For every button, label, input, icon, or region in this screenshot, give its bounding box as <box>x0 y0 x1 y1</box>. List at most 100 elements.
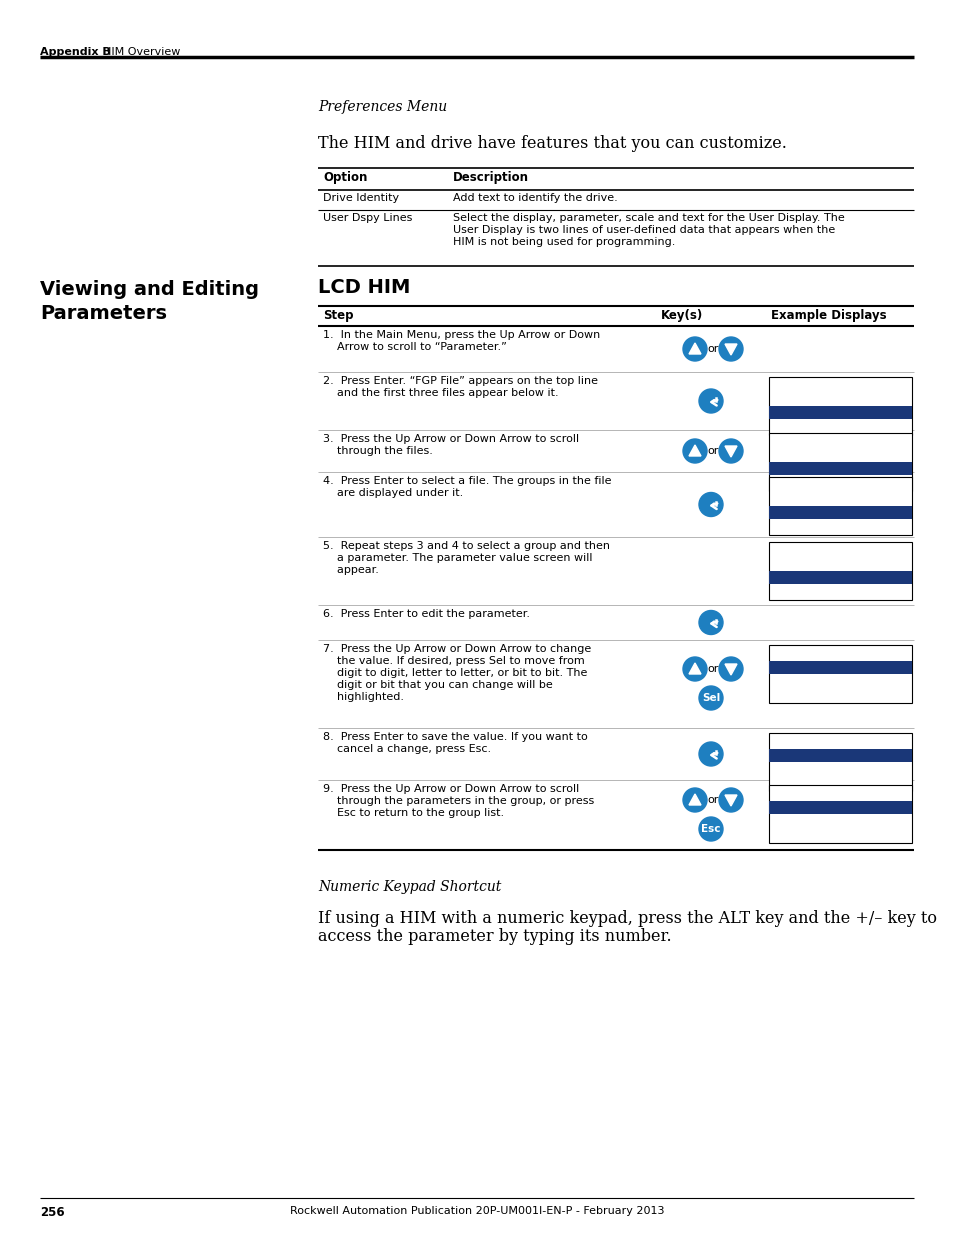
Text: Key(s): Key(s) <box>660 309 702 322</box>
Text: Field Mode Sel: Field Mode Sel <box>770 585 843 594</box>
Text: 5.  Repeat steps 3 and 4 to select a group and then: 5. Repeat steps 3 and 4 to select a grou… <box>323 541 609 551</box>
Text: Parameters: Parameters <box>40 304 167 324</box>
Text: Motor Control: Motor Control <box>770 408 839 416</box>
Text: User Dspy Lines: User Dspy Lines <box>323 212 412 224</box>
Text: Arrow to scroll to “Parameter.”: Arrow to scroll to “Parameter.” <box>323 342 506 352</box>
Text: If using a HIM with a numeric keypad, press the ALT key and the +/– key to: If using a HIM with a numeric keypad, pr… <box>317 910 936 927</box>
Circle shape <box>682 337 706 361</box>
Text: Disabled: Disabled <box>770 827 812 837</box>
Text: User Display is two lines of user-defined data that appears when the: User Display is two lines of user-define… <box>453 225 835 235</box>
Text: 256: 256 <box>40 1207 65 1219</box>
Text: Enabled         1: Enabled 1 <box>770 688 860 697</box>
Text: Field Reg Enable: Field Reg Enable <box>770 559 854 568</box>
Text: FGP          Par 499: FGP Par 499 <box>770 737 875 746</box>
Text: Monitor: Monitor <box>770 394 807 403</box>
Circle shape <box>699 389 722 412</box>
Text: Speed Command: Speed Command <box>770 475 839 485</box>
Bar <box>768 477 911 535</box>
Text: Fld Economy En: Fld Economy En <box>770 750 843 760</box>
Text: |0: |0 <box>770 815 849 824</box>
Text: Viewing and Editing: Viewing and Editing <box>40 280 258 299</box>
Circle shape <box>682 657 706 680</box>
Text: 7.  Press the Up Arrow or Down Arrow to change: 7. Press the Up Arrow or Down Arrow to c… <box>323 643 591 655</box>
Circle shape <box>699 818 722 841</box>
Text: FGP: Parameter: FGP: Parameter <box>770 546 843 555</box>
Text: The HIM and drive have features that you can customize.: The HIM and drive have features that you… <box>317 135 786 152</box>
Text: Option: Option <box>323 170 367 184</box>
Text: 8.  Press Enter to save the value. If you want to: 8. Press Enter to save the value. If you… <box>323 732 587 742</box>
Bar <box>768 661 911 674</box>
Circle shape <box>719 788 742 811</box>
Text: or: or <box>706 795 718 805</box>
Text: Field Config: Field Config <box>770 508 833 516</box>
Text: digit to digit, letter to letter, or bit to bit. The: digit to digit, letter to letter, or bit… <box>323 668 587 678</box>
Circle shape <box>682 438 706 463</box>
Text: 4.  Press Enter to select a file. The groups in the file: 4. Press Enter to select a file. The gro… <box>323 475 611 487</box>
Polygon shape <box>688 794 700 805</box>
Text: Motor Control: Motor Control <box>770 463 839 472</box>
Text: Sel: Sel <box>701 693 720 703</box>
Text: Torq Attributes: Torq Attributes <box>770 520 849 529</box>
Circle shape <box>719 438 742 463</box>
Text: FGP: Group: FGP: Group <box>770 480 822 490</box>
Bar <box>768 785 911 844</box>
Text: digit or bit that you can change will be: digit or bit that you can change will be <box>323 680 552 690</box>
Circle shape <box>699 493 722 516</box>
Text: or: or <box>706 446 718 456</box>
Text: FGP: File: FGP: File <box>770 382 818 390</box>
Text: through the files.: through the files. <box>323 446 433 456</box>
Text: 1.  In the Main Menu, press the Up Arrow or Down: 1. In the Main Menu, press the Up Arrow … <box>323 330 599 340</box>
Text: and the first three files appear below it.: and the first three files appear below i… <box>323 388 558 398</box>
Text: LCD HIM: LCD HIM <box>317 278 410 296</box>
Text: Numeric Keypad Shortcut: Numeric Keypad Shortcut <box>317 881 501 894</box>
Text: or: or <box>706 664 718 674</box>
Text: the value. If desired, press Sel to move from: the value. If desired, press Sel to move… <box>323 656 584 666</box>
Bar <box>768 571 911 584</box>
Text: FGP: File: FGP: File <box>770 437 818 446</box>
Bar <box>768 462 911 475</box>
Circle shape <box>699 685 722 710</box>
Text: or: or <box>706 345 718 354</box>
Text: 6.  Press Enter to edit the parameter.: 6. Press Enter to edit the parameter. <box>323 609 530 619</box>
Text: 3.  Press the Up Arrow or Down Arrow to scroll: 3. Press the Up Arrow or Down Arrow to s… <box>323 433 578 445</box>
Text: Fld Economy En: Fld Economy En <box>770 572 843 580</box>
Text: highlighted.: highlighted. <box>323 692 403 701</box>
Circle shape <box>699 610 722 635</box>
Text: Example Displays: Example Displays <box>770 309 885 322</box>
Text: Motor Data: Motor Data <box>770 494 822 503</box>
Text: Fld Economy En: Fld Economy En <box>770 662 843 671</box>
Text: Drive Identity: Drive Identity <box>323 193 398 203</box>
Text: Select the display, parameter, scale and text for the User Display. The: Select the display, parameter, scale and… <box>453 212 843 224</box>
Text: Appendix B: Appendix B <box>40 47 111 57</box>
Text: Rockwell Automation Publication 20P-UM001I-EN-P - February 2013: Rockwell Automation Publication 20P-UM00… <box>290 1207 663 1216</box>
Bar <box>768 645 911 703</box>
Text: FGP          Par 499: FGP Par 499 <box>770 789 875 798</box>
Text: Monitor: Monitor <box>770 450 807 459</box>
Circle shape <box>719 337 742 361</box>
Polygon shape <box>724 345 737 354</box>
Circle shape <box>682 788 706 811</box>
Text: appear.: appear. <box>323 564 378 576</box>
Polygon shape <box>688 445 700 456</box>
Text: Enabled         1: Enabled 1 <box>770 776 860 785</box>
Text: Step: Step <box>323 309 354 322</box>
Polygon shape <box>688 663 700 674</box>
Text: Add text to identify the drive.: Add text to identify the drive. <box>453 193 618 203</box>
Bar <box>768 433 911 492</box>
Polygon shape <box>724 664 737 676</box>
Text: a parameter. The parameter value screen will: a parameter. The parameter value screen … <box>323 553 592 563</box>
Circle shape <box>719 657 742 680</box>
Polygon shape <box>688 343 700 354</box>
Text: 2.  Press Enter. “FGP File” appears on the top line: 2. Press Enter. “FGP File” appears on th… <box>323 375 598 387</box>
Text: Esc to return to the group list.: Esc to return to the group list. <box>323 808 503 818</box>
Text: cancel a change, press Esc.: cancel a change, press Esc. <box>323 743 491 755</box>
Bar <box>768 542 911 600</box>
Text: are displayed under it.: are displayed under it. <box>323 488 463 498</box>
Bar <box>768 802 911 814</box>
Text: Preferences Menu: Preferences Menu <box>317 100 447 114</box>
Polygon shape <box>724 446 737 457</box>
Bar <box>768 377 911 435</box>
Text: access the parameter by typing its number.: access the parameter by typing its numbe… <box>317 927 671 945</box>
Bar <box>768 734 911 790</box>
Polygon shape <box>724 795 737 806</box>
